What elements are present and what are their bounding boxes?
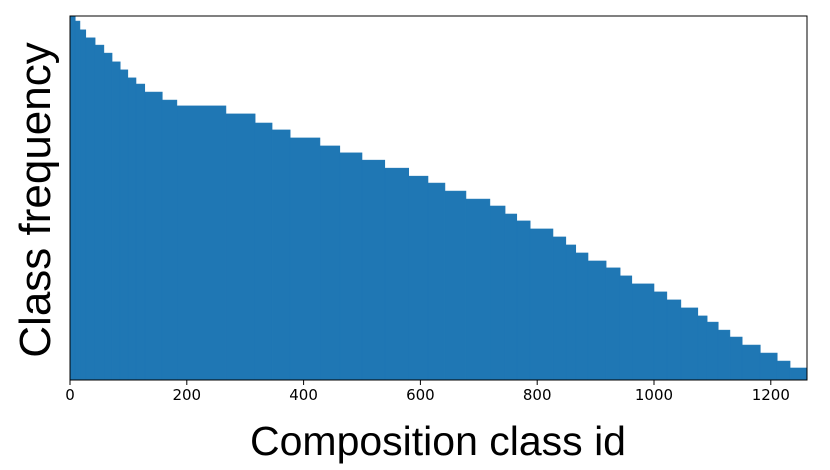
x-tick-label: 200 [172, 386, 201, 404]
bar [741, 344, 761, 381]
bar [759, 352, 778, 381]
bar [729, 336, 743, 381]
bar [575, 252, 589, 381]
bar [529, 228, 554, 381]
bar [289, 137, 321, 381]
bar [619, 275, 633, 381]
bar [789, 367, 808, 381]
bar [697, 315, 708, 381]
bar [135, 83, 146, 381]
bar [706, 321, 719, 381]
bar [94, 44, 105, 381]
bar [465, 198, 491, 381]
bar [427, 182, 446, 381]
bar [504, 213, 518, 381]
bar [85, 37, 96, 381]
bar [339, 152, 363, 381]
bar [666, 299, 682, 381]
bar [587, 260, 607, 381]
bar [680, 307, 699, 381]
bar [776, 360, 791, 381]
plot-frame [69, 15, 808, 381]
bar [176, 105, 227, 381]
bar [631, 283, 655, 381]
bar [161, 99, 178, 381]
x-tick-label: 0 [65, 386, 75, 404]
x-tick-label: 1200 [752, 386, 790, 404]
bar [254, 122, 273, 381]
bar [444, 190, 467, 381]
x-tick-label: 800 [523, 386, 552, 404]
x-axis-label: Composition class id [250, 418, 626, 464]
x-tick-label: 600 [406, 386, 435, 404]
bar [127, 77, 137, 381]
y-axis-label: Class frequency [11, 42, 60, 357]
bar [111, 61, 121, 381]
bar [605, 267, 621, 381]
x-tick-label: 400 [289, 386, 318, 404]
bar [69, 15, 76, 381]
bar [653, 291, 668, 381]
bar [74, 20, 81, 381]
bar [384, 167, 410, 381]
bar [271, 129, 291, 381]
bar [552, 236, 567, 381]
bar [489, 205, 506, 381]
bar [144, 91, 163, 381]
bar [408, 175, 429, 381]
bar [225, 113, 256, 381]
bar [79, 29, 87, 381]
bar [119, 69, 129, 381]
bar [717, 329, 731, 381]
x-tick-label: 1000 [635, 386, 673, 404]
bar [103, 52, 113, 381]
bar [516, 220, 531, 381]
bar [361, 159, 386, 381]
bar [319, 145, 341, 381]
bar [565, 244, 577, 381]
